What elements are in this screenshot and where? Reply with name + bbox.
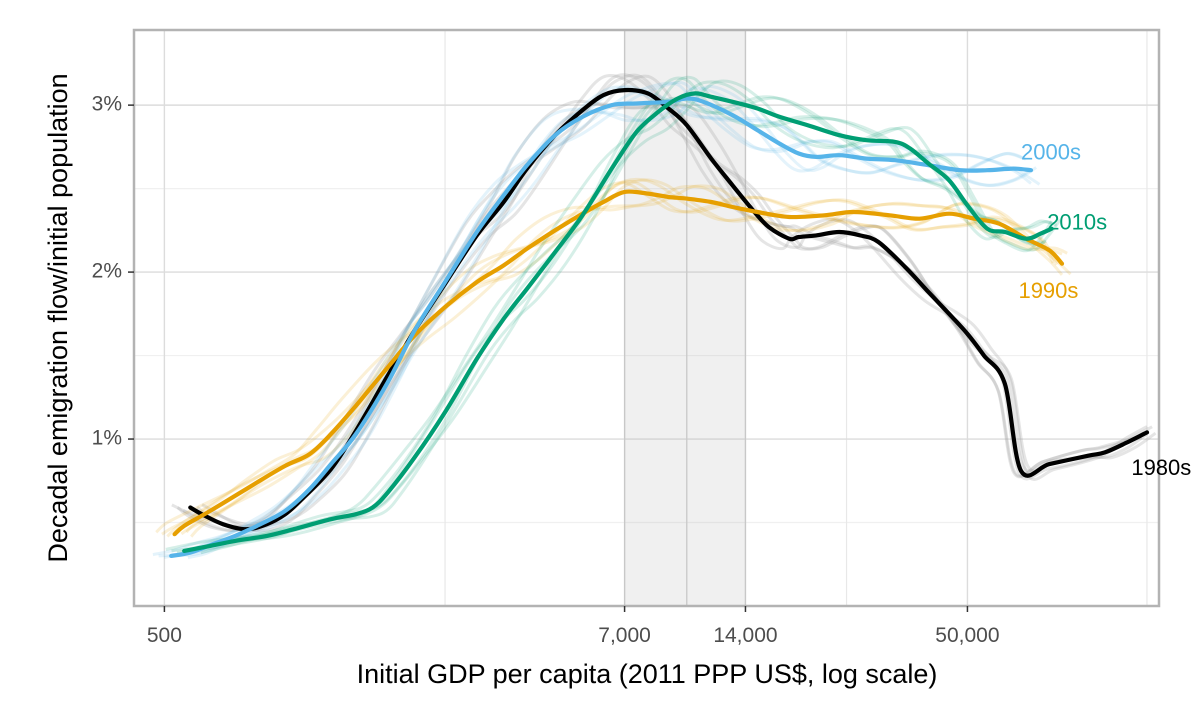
series-line-1980s [188, 87, 1150, 532]
shadow-line-1990s [190, 179, 1064, 538]
x-tick-label: 7,000 [598, 624, 651, 647]
y-tick-label: 2% [92, 260, 122, 283]
x-tick-label: 500 [147, 624, 182, 647]
x-tick-label: 50,000 [935, 624, 999, 647]
shadow-line-1990s [161, 177, 1059, 536]
panel-background [134, 30, 1159, 606]
y-tick-label: 3% [92, 93, 122, 116]
series-labels: 1980s 1990s 2000s 2010s [1018, 139, 1191, 480]
shadow-line-2010s [165, 80, 1053, 551]
y-axis-title: Decadal emigration flow/initial populati… [43, 73, 73, 562]
shadow-line-2000s [182, 84, 1038, 556]
series-line-2000s [169, 96, 1034, 558]
shadow-line-2000s [187, 85, 1032, 560]
y-tick-label: 1% [92, 427, 122, 450]
shadow-line-1980s [176, 73, 1143, 532]
shadow-line-1990s [155, 184, 1063, 534]
shadow-line-2000s [158, 81, 1027, 558]
panel-border [132, 28, 1161, 608]
series-label-1990s: 1990s [1018, 278, 1078, 303]
series-lines [169, 87, 1150, 558]
axis-ticks: 1% 2% 3% 500 7,000 14,000 50,000 [92, 93, 1000, 647]
series-line-1990s [172, 189, 1065, 537]
shadow-line-1980s [201, 102, 1153, 533]
series-label-2010s: 2010s [1047, 209, 1107, 234]
series-label-2000s: 2000s [1021, 139, 1081, 164]
gridlines [134, 30, 1159, 606]
x-axis-title: Initial GDP per capita (2011 PPP US$, lo… [357, 659, 938, 689]
shadow-line-2010s [171, 76, 1047, 553]
shadow-line-1990s [185, 184, 1068, 534]
series-label-1980s: 1980s [1131, 455, 1191, 480]
series-line-2010s [182, 91, 1054, 553]
shadow-line-2000s [152, 86, 1032, 557]
x-tick-label: 14,000 [713, 624, 777, 647]
shadow-line-1980s [196, 74, 1139, 533]
